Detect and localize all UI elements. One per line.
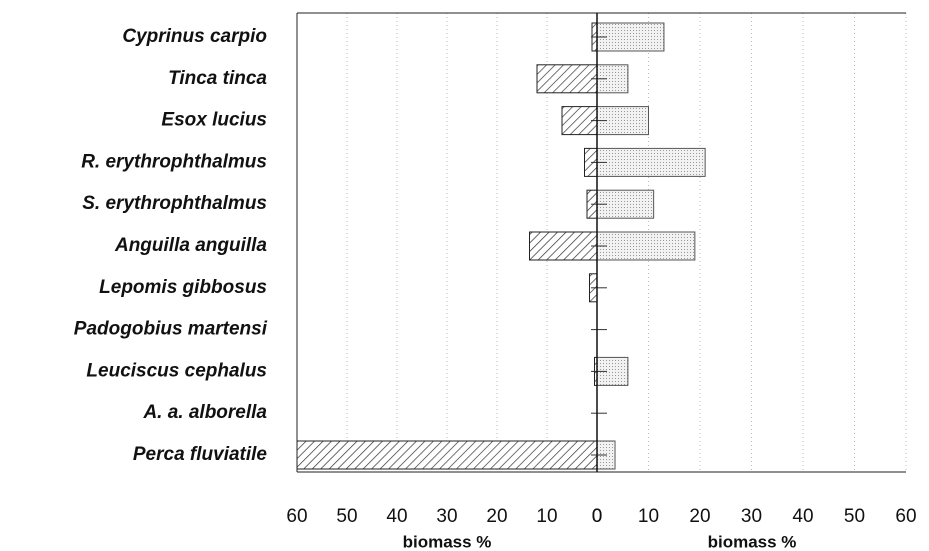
category-label: A. a. alborella (142, 402, 267, 423)
bar (529, 231, 598, 261)
x-tick-label: 30 (741, 506, 762, 527)
x-tick-label: 60 (895, 506, 916, 527)
x-tick-label: 50 (336, 506, 357, 527)
bar (596, 147, 706, 177)
category-label: Anguilla anguilla (114, 235, 267, 256)
x-tick-label: 0 (592, 506, 603, 527)
bar (536, 64, 598, 94)
x-tick-label: 0 (592, 506, 603, 527)
bar (296, 440, 598, 470)
category-label: Perca fluviatile (133, 444, 268, 465)
x-tick-label: 10 (536, 506, 557, 527)
x-tick-label: 40 (386, 506, 407, 527)
x-tick-label: 10 (638, 506, 659, 527)
category-label: Padogobius martensi (74, 319, 268, 340)
category-label: Cyprinus carpio (122, 26, 267, 47)
x-tick-label: 30 (436, 506, 457, 527)
x-tick-label: 20 (689, 506, 710, 527)
x-tick-label: 50 (844, 506, 865, 527)
x-axis-label-left: biomass % (403, 532, 492, 551)
x-tick-label: 40 (792, 506, 813, 527)
category-label: Esox lucius (161, 110, 267, 131)
category-label: Leuciscus cephalus (86, 360, 267, 381)
category-label: Tinca tinca (168, 68, 267, 89)
x-tick-label: 20 (486, 506, 507, 527)
bars (296, 22, 706, 470)
category-label: Lepomis gibbosus (99, 277, 267, 298)
bar (596, 231, 696, 261)
bar (596, 22, 665, 52)
category-label: R. erythrophthalmus (81, 151, 267, 172)
category-label: S. erythrophthalmus (82, 193, 267, 214)
x-tick-label: 60 (286, 506, 307, 527)
x-axis-label-right: biomass % (708, 532, 797, 551)
